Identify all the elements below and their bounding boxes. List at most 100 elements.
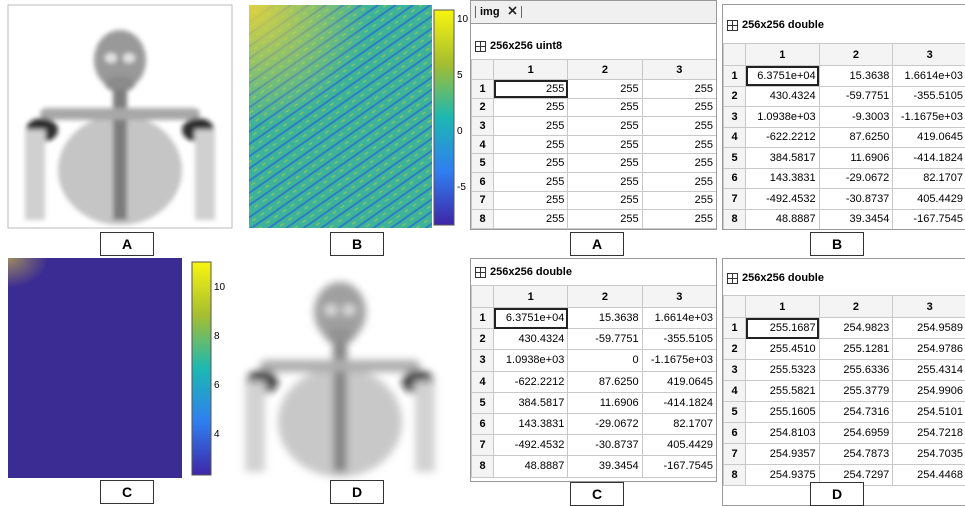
cell: -414.1824 <box>642 392 716 413</box>
cell: -30.8737 <box>819 189 893 210</box>
size-header: 256x256 uint8 <box>471 37 716 55</box>
row-header: 8 <box>472 210 494 229</box>
row-header: 5 <box>724 148 746 169</box>
cell: -355.5105 <box>642 329 716 350</box>
cell: -622.2212 <box>494 371 568 392</box>
column-header: 1 <box>746 44 820 66</box>
panel-label: A <box>570 232 624 256</box>
cell: 255.1605 <box>746 402 820 423</box>
size-header: 256x256 double <box>471 261 716 283</box>
column-header: 1 <box>494 60 568 80</box>
cell: 255.1687 <box>746 318 820 339</box>
cell: -1.1675e+03 <box>893 107 965 128</box>
tab-title: img <box>475 6 522 18</box>
cell: 255 <box>642 191 716 210</box>
cell: -59.7751 <box>568 329 642 350</box>
column-header: 3 <box>893 296 965 318</box>
size-text: 256x256 double <box>490 266 572 278</box>
cell: -167.7545 <box>642 456 716 477</box>
row-header: 1 <box>472 308 494 329</box>
cell: 405.4429 <box>893 189 965 210</box>
row-header: 6 <box>724 168 746 189</box>
cell: 1.0938e+03 <box>746 107 820 128</box>
cell: 255.4314 <box>893 360 965 381</box>
tab: img <box>471 1 716 24</box>
cell: 48.8887 <box>746 209 820 230</box>
colorbar-tick-label: -5 <box>457 182 466 193</box>
colorbar-tick-label: 5 <box>457 70 463 81</box>
cell: 254.9823 <box>819 318 893 339</box>
image-c <box>8 258 182 478</box>
row-header: 3 <box>472 350 494 371</box>
cell: 255 <box>494 80 568 99</box>
cell: 15.3638 <box>568 308 642 329</box>
row-header: 7 <box>472 435 494 456</box>
cell: 254.9375 <box>746 465 820 486</box>
row-header: 2 <box>472 98 494 117</box>
image-b-peak <box>249 5 369 125</box>
row-header: 6 <box>472 413 494 434</box>
row-header: 7 <box>472 191 494 210</box>
column-header: 3 <box>642 60 716 80</box>
panel-label: D <box>330 480 384 504</box>
cell: 255.6336 <box>819 360 893 381</box>
cell: 6.3751e+04 <box>494 308 568 329</box>
tab-close[interactable] <box>508 6 517 15</box>
cell: 255.5821 <box>746 381 820 402</box>
size-header: 256x256 double <box>723 265 965 291</box>
cell: 87.6250 <box>819 127 893 148</box>
cell: 82.1707 <box>893 168 965 189</box>
corner <box>724 44 746 66</box>
grid-icon <box>727 20 738 31</box>
cell: -622.2212 <box>746 127 820 148</box>
grid-icon <box>727 273 738 284</box>
cell: 254.9357 <box>746 444 820 465</box>
size-header: 256x256 double <box>723 13 965 37</box>
cell: 11.6906 <box>819 148 893 169</box>
cell: 255 <box>494 172 568 191</box>
colorbar <box>192 262 211 475</box>
cell: 1.0938e+03 <box>494 350 568 371</box>
cell: 255 <box>494 98 568 117</box>
row-header: 3 <box>472 117 494 136</box>
size-text: 256x256 double <box>742 19 824 31</box>
row-header: 5 <box>724 402 746 423</box>
cell: 255.3779 <box>819 381 893 402</box>
row-header: 8 <box>724 209 746 230</box>
column-header: 1 <box>494 286 568 308</box>
cell: 255 <box>642 80 716 99</box>
row-header: 7 <box>724 189 746 210</box>
panel-label: D <box>810 482 864 506</box>
colorbar-tick-label: 6 <box>214 380 220 391</box>
cell: -59.7751 <box>819 86 893 107</box>
cell: 255 <box>568 172 642 191</box>
size-text: 256x256 double <box>742 272 824 284</box>
row: 16.3751e+0415.36381.6614e+03 <box>472 308 717 329</box>
cell: 11.6906 <box>568 392 642 413</box>
row: 2430.4324-59.7751-355.5105 <box>472 329 717 350</box>
size-text: 256x256 uint8 <box>490 40 562 52</box>
cell: 255 <box>568 210 642 229</box>
cell: 255 <box>642 172 716 191</box>
cell: 255 <box>568 191 642 210</box>
cell: 255 <box>642 135 716 154</box>
cell: 254.4468 <box>893 465 965 486</box>
column-header: 1 <box>746 296 820 318</box>
column-header: 3 <box>893 44 965 66</box>
